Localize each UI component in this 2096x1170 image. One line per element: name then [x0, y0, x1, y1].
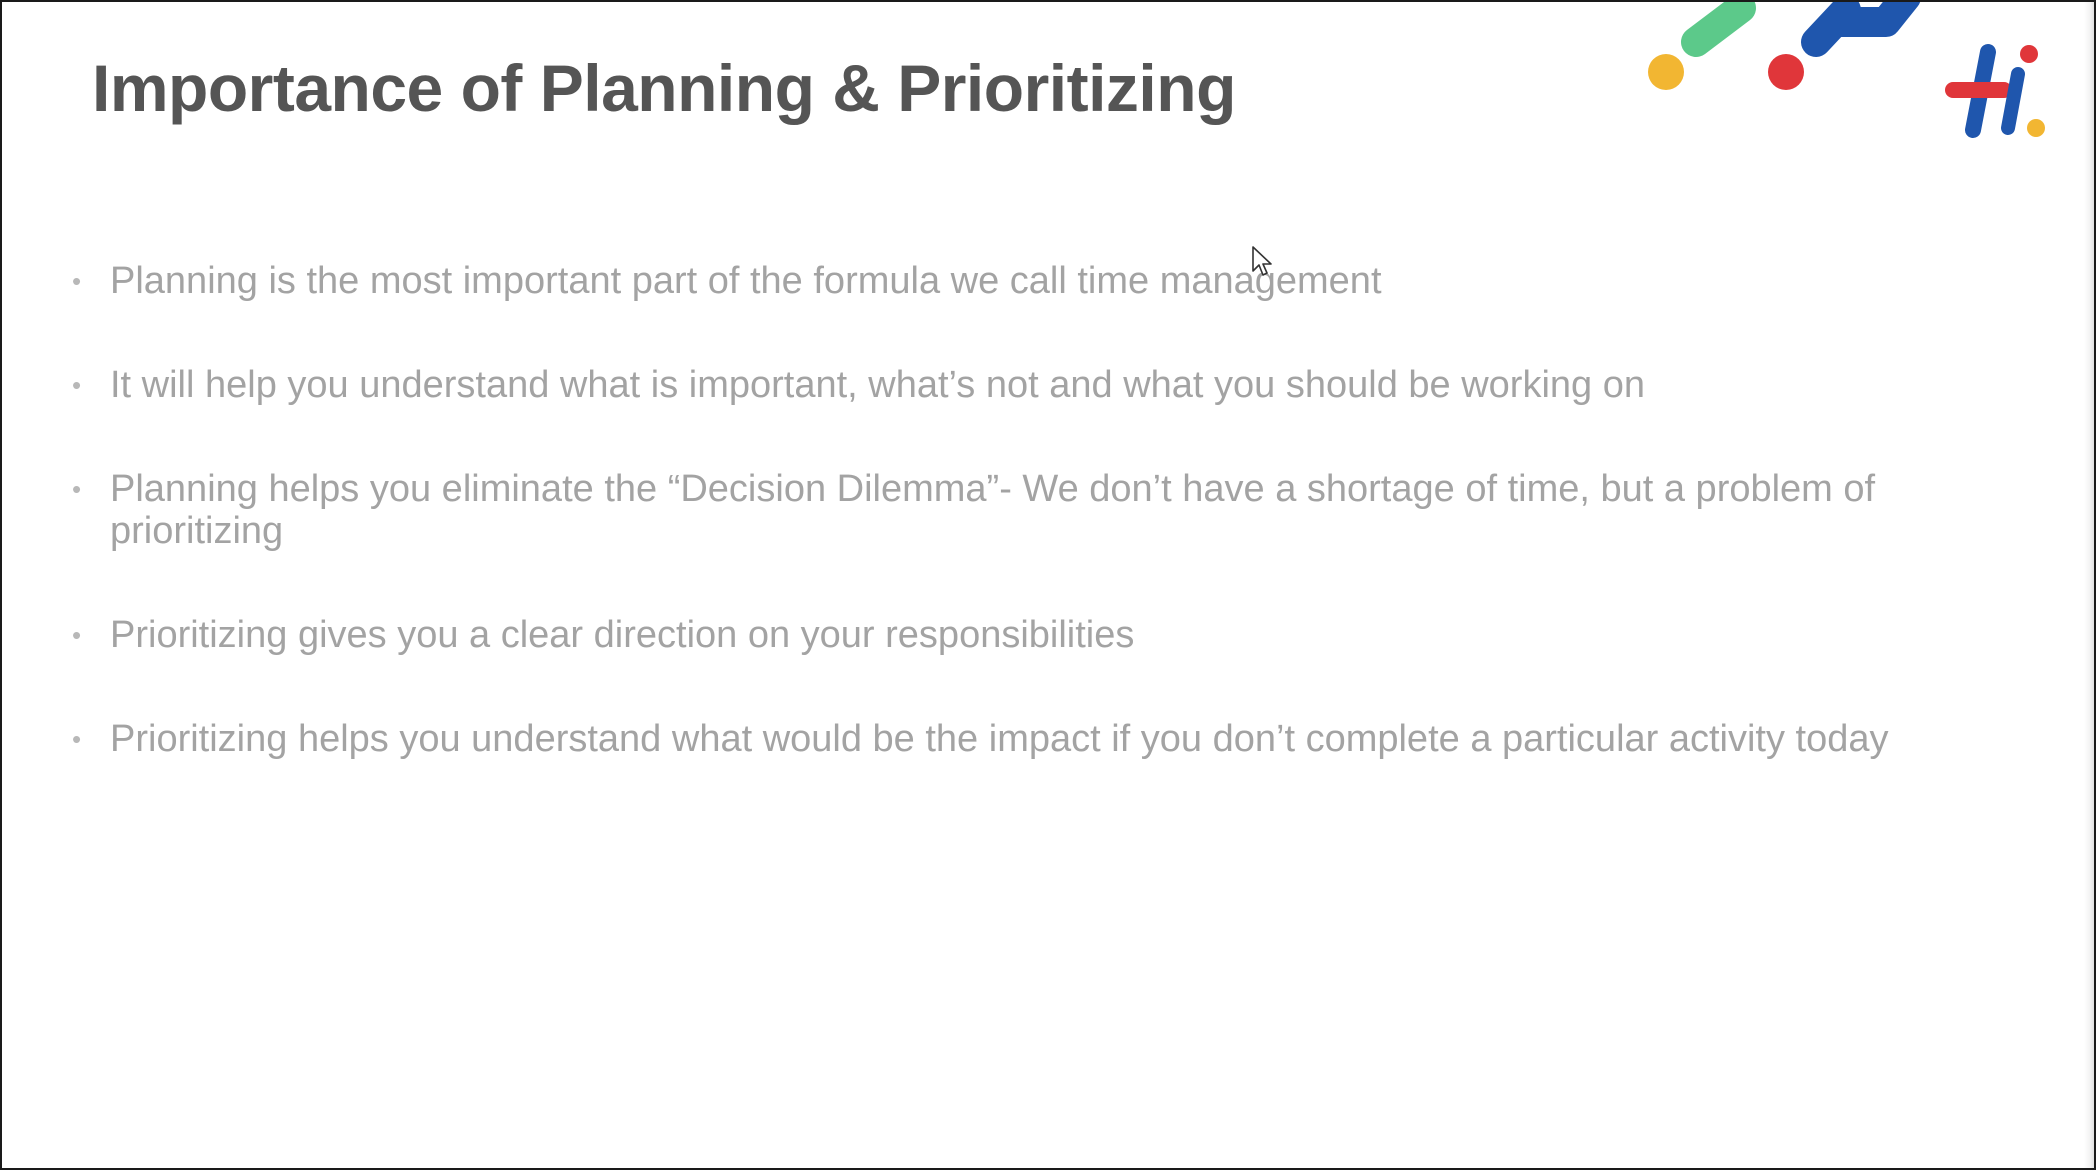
bullet-marker: •	[72, 266, 82, 296]
bullet-item: • Prioritizing gives you a clear directi…	[70, 614, 2000, 656]
bullet-text: Planning is the most important part of t…	[110, 260, 1382, 302]
logo-i-stem-blue	[2001, 67, 2025, 135]
bullet-marker: •	[72, 620, 82, 650]
slide-edge-shadow	[2084, 2, 2094, 1168]
logo-blue-stroke	[1801, 2, 1921, 57]
bullet-item: • Planning is the most important part of…	[70, 260, 2000, 302]
bullet-text: It will help you understand what is impo…	[110, 364, 1645, 406]
bullet-marker: •	[72, 370, 82, 400]
logo-green-stroke	[1681, 2, 1756, 57]
bullet-marker: •	[72, 474, 82, 504]
bullet-text: Planning helps you eliminate the “Decisi…	[110, 468, 1876, 552]
bullet-list: • Planning is the most important part of…	[70, 260, 2000, 822]
bullet-item: • Prioritizing helps you understand what…	[70, 718, 2000, 760]
mouse-pointer-icon	[1252, 246, 1272, 276]
hi-logo	[1648, 2, 2045, 138]
bullet-item: • It will help you understand what is im…	[70, 364, 2000, 406]
slide-title: Importance of Planning & Prioritizing	[92, 51, 1236, 125]
logo-yellow-dot	[1648, 54, 1684, 90]
logo-red-dot	[1768, 54, 1804, 90]
bullet-item: • Planning helps you eliminate the “Deci…	[70, 468, 2000, 552]
bullet-marker: •	[72, 724, 82, 754]
bullet-text: Prioritizing gives you a clear direction…	[110, 614, 1135, 656]
logo-yellow-small-dot	[2027, 119, 2045, 137]
bullet-text: Prioritizing helps you understand what w…	[110, 718, 1889, 760]
logo-i-dot-red	[2020, 45, 2038, 63]
